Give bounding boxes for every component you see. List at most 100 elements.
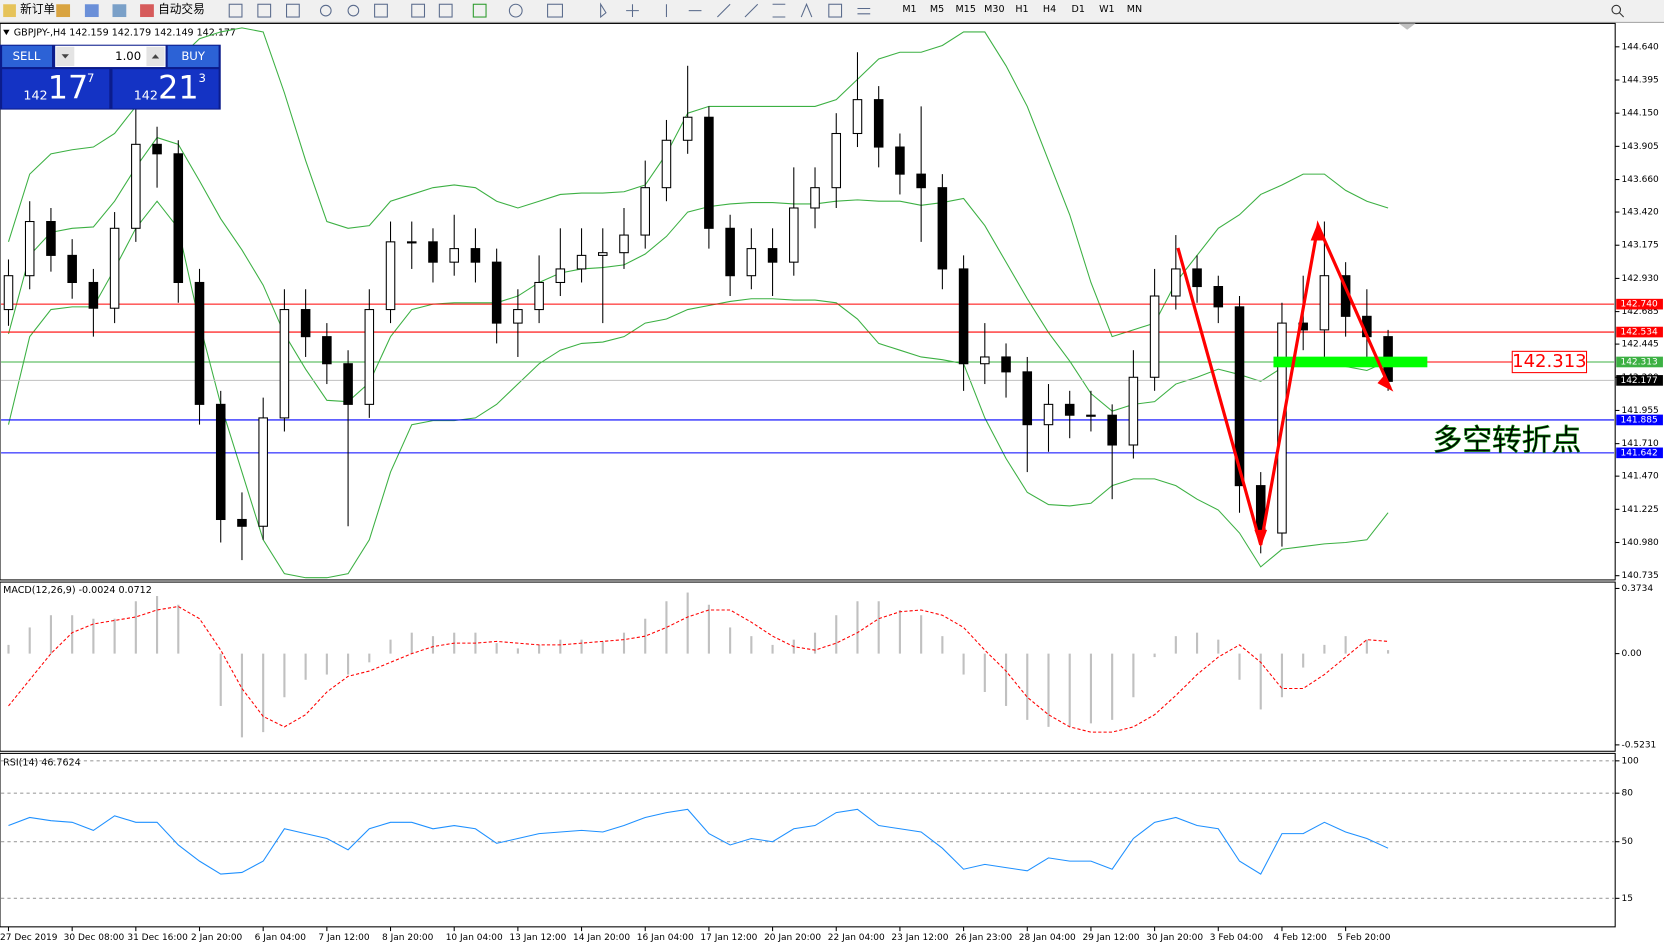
y-tick-label: 142.685 [1622, 307, 1659, 317]
toolbar-icon[interactable] [84, 4, 99, 18]
bollinger-band [7, 200, 1389, 579]
buy-button[interactable] [167, 45, 219, 68]
chart-shift-marker [1398, 23, 1416, 30]
timeframe-button[interactable]: D1 [1071, 4, 1084, 15]
pivot-zone [1273, 356, 1428, 368]
candle-body [152, 143, 162, 155]
timeframe-button[interactable]: W1 [1099, 4, 1114, 15]
candle-body [3, 275, 14, 311]
x-tick-label: 28 Jan 04:00 [1019, 933, 1076, 943]
y-tick-label: 141.470 [1622, 472, 1659, 482]
price-label-box [1616, 326, 1663, 338]
sell-button[interactable] [2, 45, 53, 68]
timeframe-button[interactable]: M30 [984, 4, 1004, 15]
x-tick-label: 17 Jan 12:00 [700, 933, 757, 943]
timeframe-button[interactable]: H1 [1015, 4, 1028, 15]
lot-up-arrow [151, 54, 160, 59]
candle-body [1022, 371, 1033, 426]
price-label-box [1616, 414, 1663, 426]
timeframe-button[interactable]: H4 [1043, 4, 1056, 15]
candle-body [704, 116, 714, 229]
candle-body [322, 336, 332, 365]
buy-price-box[interactable] [112, 69, 219, 109]
sell-label[interactable]: SELL [13, 49, 41, 63]
y-tick-label: 143.660 [1622, 175, 1659, 185]
candle-body [767, 248, 778, 263]
macd-panel [0, 581, 1616, 752]
y-tick-label: 144.640 [1622, 42, 1659, 52]
candle-body [873, 99, 884, 148]
buy-label[interactable]: BUY [181, 49, 206, 63]
candle-body [682, 116, 693, 141]
timeframe-button[interactable]: M15 [956, 4, 976, 15]
candle-body [937, 187, 948, 270]
rsi-title: RSI(14) 46.7624 [3, 757, 81, 768]
callout-label: 142.313 [1512, 351, 1587, 372]
x-tick-label: 22 Jan 04:00 [828, 933, 885, 943]
x-tick-label: 31 Dec 16:00 [127, 933, 188, 943]
price-label: 141.885 [1620, 415, 1657, 425]
x-tick-label: 29 Jan 12:00 [1082, 933, 1139, 943]
price-label-box [1616, 356, 1663, 368]
x-tick-label: 13 Jan 12:00 [509, 933, 566, 943]
x-tick-label: 14 Jan 20:00 [573, 933, 630, 943]
new-order-button[interactable]: 新订单 [20, 2, 55, 16]
candle-body [46, 220, 56, 256]
search-icon[interactable] [1619, 12, 1625, 18]
y-tick-label: 142.445 [1622, 340, 1659, 350]
candle-body [640, 187, 651, 236]
y-tick-label: 141.225 [1622, 505, 1659, 515]
x-tick-label: 30 Jan 20:00 [1146, 933, 1203, 943]
candle-body [131, 143, 141, 229]
timeframe-bar: M1 M5 M15 M30 H1 H4 D1 W1 MN [902, 4, 1142, 15]
candle-body [810, 187, 820, 209]
auto-trading-button[interactable]: 自动交易 [158, 2, 205, 16]
candle-body [916, 173, 926, 189]
y-tick-label: 143.420 [1622, 208, 1659, 218]
x-tick-label: 3 Feb 04:00 [1210, 933, 1264, 943]
candle-body [895, 146, 905, 175]
candle-body [746, 248, 757, 277]
candle-body [109, 227, 120, 309]
candle-body [385, 241, 396, 311]
toolbar-icon[interactable] [56, 4, 71, 18]
new-order-icon[interactable] [3, 4, 16, 18]
candle-body [1128, 376, 1139, 446]
candle-body [555, 268, 566, 284]
candle-body [1107, 414, 1117, 446]
buy-price-main: 21 [158, 68, 199, 106]
candle-body [534, 281, 544, 311]
signal-line [8, 605, 1389, 733]
toolbar-tools[interactable] [228, 2, 871, 19]
price-label-box [1616, 447, 1663, 459]
y-tick-label: 141.955 [1622, 406, 1659, 416]
candle-body [428, 241, 438, 263]
price-label: 142.740 [1620, 300, 1657, 310]
auto-trading-icon[interactable] [140, 4, 154, 18]
x-tick-label: 4 Feb 12:00 [1273, 933, 1327, 943]
candle-body [470, 248, 481, 263]
callout-box [1511, 350, 1588, 374]
candle-body [852, 99, 863, 135]
y-tick-label: 100 [1622, 756, 1639, 766]
timeframe-button[interactable]: M1 [902, 4, 916, 15]
lot-value[interactable]: 1.00 [115, 49, 141, 63]
candle-body [215, 403, 226, 521]
one-click-trade-panel: SELL 1.00 BUY 142 17 7 142 21 3 [0, 44, 221, 110]
y-tick-label: 144.150 [1622, 109, 1659, 119]
sell-price-small: 7 [87, 71, 94, 85]
sell-price-box[interactable] [2, 69, 110, 109]
lot-down-arrow [61, 54, 69, 59]
x-tick-label: 10 Jan 04:00 [446, 933, 503, 943]
timeframe-button[interactable]: MN [1127, 4, 1142, 15]
search-icon[interactable] [1611, 4, 1622, 15]
timeframe-button[interactable]: M5 [930, 4, 944, 15]
candle-body [1234, 306, 1245, 487]
toolbar-icon[interactable] [112, 4, 127, 18]
lot-field[interactable] [55, 45, 166, 68]
candle-body [364, 309, 375, 405]
candle-body [1001, 356, 1011, 373]
candle-body [576, 254, 587, 270]
